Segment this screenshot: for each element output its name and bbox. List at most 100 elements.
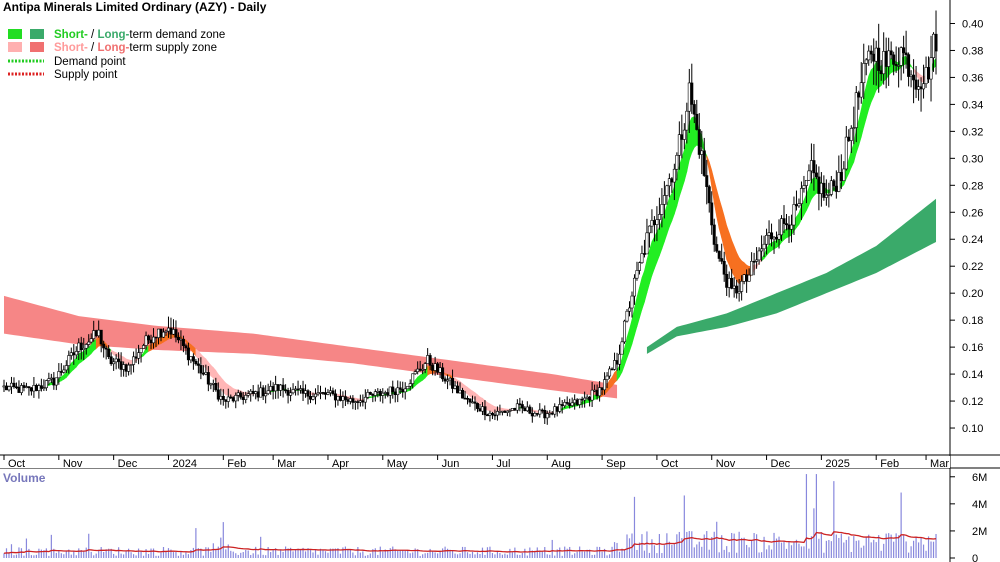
price-bar-body [149,339,153,344]
price-bar-body [700,150,704,155]
short-term-zone-segment [721,207,725,249]
price-bar-body [388,386,392,396]
price-bar-body [318,392,322,394]
price-bar-body [466,397,470,400]
price-bar-body [578,398,582,405]
price-bar-body [662,195,666,205]
price-bar-body [740,281,744,292]
price-bar-body [560,404,564,407]
price-bar-body [630,295,634,309]
price-bar-body [508,410,512,412]
x-tick-label: Nov [63,458,83,470]
short-term-zone-segment [796,212,800,229]
price-bar-body [127,364,131,372]
price-bar-body [351,398,355,403]
price-bar-body [757,250,761,261]
price-bar-body [87,341,91,345]
y-tick-label: 0.34 [962,99,983,111]
x-tick-label: Oct [8,458,25,470]
price-bar-body [730,277,734,289]
price-bar-body [398,387,402,390]
price-bar-body [934,33,938,52]
short-term-zone-segment [708,161,713,187]
y-tick-label: 0.16 [962,342,983,354]
price-bar-body [613,360,617,370]
price-bar-body [852,127,856,129]
price-bar-body [84,344,88,349]
price-bar-body [241,396,245,400]
price-bar-body [750,260,754,276]
price-bar-body [286,390,290,396]
price-bar-body [107,348,111,358]
y-tick-label: 0.36 [962,72,983,84]
legend-long-demand-swatch [30,29,44,39]
price-bar-body [864,59,868,64]
price-bar-body [540,409,544,412]
x-axis: Oct Nov Dec 2024 Feb Mar Apr May Jun Jul Aug Sep Oct… [3,455,949,470]
price-bar-body [82,347,86,351]
price-bar-body [62,369,66,373]
price-bar-body [29,387,33,392]
short-term-zone-segment [646,250,650,293]
price-bar-body [767,232,771,236]
price-bar-body [236,392,240,396]
price-bar-body [735,285,739,294]
volume-layer [3,474,937,558]
price-bar-body [321,392,325,394]
price-bar-body [309,395,313,400]
volume-tick-label: 4M [972,499,987,511]
price-bar-body [378,390,382,396]
price-bar-body [488,412,492,416]
price-bar-body [22,385,26,388]
price-bar-body [246,393,250,396]
price-bar-body [2,385,6,388]
price-bar-body [458,389,462,394]
short-term-zone-segment [865,75,870,119]
price-bar-body [610,368,614,371]
price-bar-body [304,390,308,394]
short-term-zone-segment [868,69,872,110]
price-bar-body [543,410,547,419]
price-bar-body [535,413,539,415]
price-bar-body [590,389,594,401]
short-term-zone-segment [651,236,655,276]
price-bar-body [867,50,871,61]
price-bar-body [814,172,818,178]
price-bar-body [122,364,126,370]
volume-tick-label: 2M [972,526,987,538]
price-bar-body [655,219,659,225]
price-bar-body [712,224,716,245]
price-bar-body [485,414,489,417]
price-bar-body [201,372,205,375]
price-bar-body [755,259,759,262]
price-bar-body [256,391,260,398]
price-bar-body [832,180,836,187]
price-bar-body [196,363,200,366]
price-bar-body [513,408,517,411]
price-bar-body [132,356,136,365]
price-bar-body [732,285,736,289]
price-bar-body [154,336,158,339]
price-bar-body [386,392,390,396]
price-bar-body [538,409,542,415]
price-bar-body [338,396,342,401]
price-bar-body [737,291,741,294]
price-bar-body [929,57,933,80]
price-bar-body [166,327,170,332]
price-bar-body [495,411,499,416]
price-bar-body [224,399,228,402]
price-bar-body [603,379,607,391]
price-bar-body [363,396,367,403]
short-term-zone-segment [467,386,471,398]
price-bar-body [259,387,263,398]
price-bar-body [418,368,422,371]
price-bar-body [625,310,629,322]
price-bar-body [294,388,298,391]
price-bar-body [675,154,679,170]
price-bar-body [461,389,465,399]
short-term-zone-segment [728,232,732,272]
price-bar-body [667,178,671,187]
price-bar-body [119,361,123,370]
price-bar-body [341,396,345,401]
price-bar-body [206,372,210,385]
